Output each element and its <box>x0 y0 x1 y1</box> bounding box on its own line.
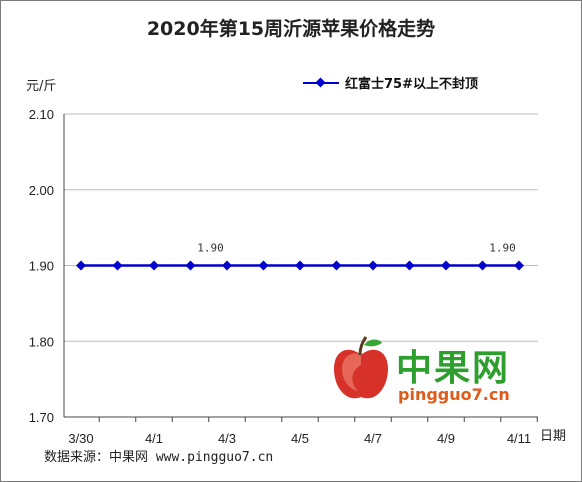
y-tick-label: 1.70 <box>29 410 54 425</box>
data-point <box>149 260 159 271</box>
legend: 红富士75#以上不封顶 <box>303 73 478 92</box>
data-point <box>514 260 524 271</box>
x-tick-label: 4/11 <box>507 431 531 446</box>
x-tick-label: 4/3 <box>218 431 236 446</box>
x-tick-label: 3/30 <box>68 431 93 446</box>
x-tick-label: 4/7 <box>364 431 382 446</box>
source-note: 数据来源：中果网 www.pingguo7.cn <box>44 450 274 465</box>
data-label: 1.90 <box>197 242 224 255</box>
data-point <box>477 260 488 271</box>
y-tick-label: 1.80 <box>29 334 54 349</box>
chart-title: 2020年第15周沂源苹果价格走势 <box>146 18 436 40</box>
x-axis-name: 日期 <box>540 429 567 444</box>
y-tick-label: 1.90 <box>29 259 54 274</box>
data-point <box>112 260 123 271</box>
legend-label: 红富士75#以上不封顶 <box>345 77 478 92</box>
data-point <box>368 260 378 271</box>
x-tick-label: 4/1 <box>145 431 163 446</box>
x-tick-label: 4/9 <box>437 431 455 446</box>
data-point <box>441 260 451 271</box>
y-axis-unit: 元/斤 <box>26 79 57 94</box>
data-label: 1.90 <box>489 242 516 255</box>
data-point <box>258 260 269 271</box>
x-tick-label: 4/5 <box>291 431 309 446</box>
data-point <box>295 260 305 271</box>
legend-swatch <box>303 77 339 87</box>
data-point <box>76 260 86 271</box>
data-point <box>404 260 415 271</box>
data-point <box>222 260 232 271</box>
data-point <box>185 260 196 271</box>
watermark-brand-name: 中果网 <box>396 348 511 389</box>
y-tick-label: 2.00 <box>29 183 54 198</box>
watermark-brand-url: pingguo7.cn <box>398 385 510 404</box>
y-tick-label: 2.10 <box>29 107 54 122</box>
watermark-logo: 中果网 pingguo7.cn <box>330 335 540 415</box>
data-point <box>331 260 342 271</box>
apple-logo-icon <box>334 336 388 399</box>
